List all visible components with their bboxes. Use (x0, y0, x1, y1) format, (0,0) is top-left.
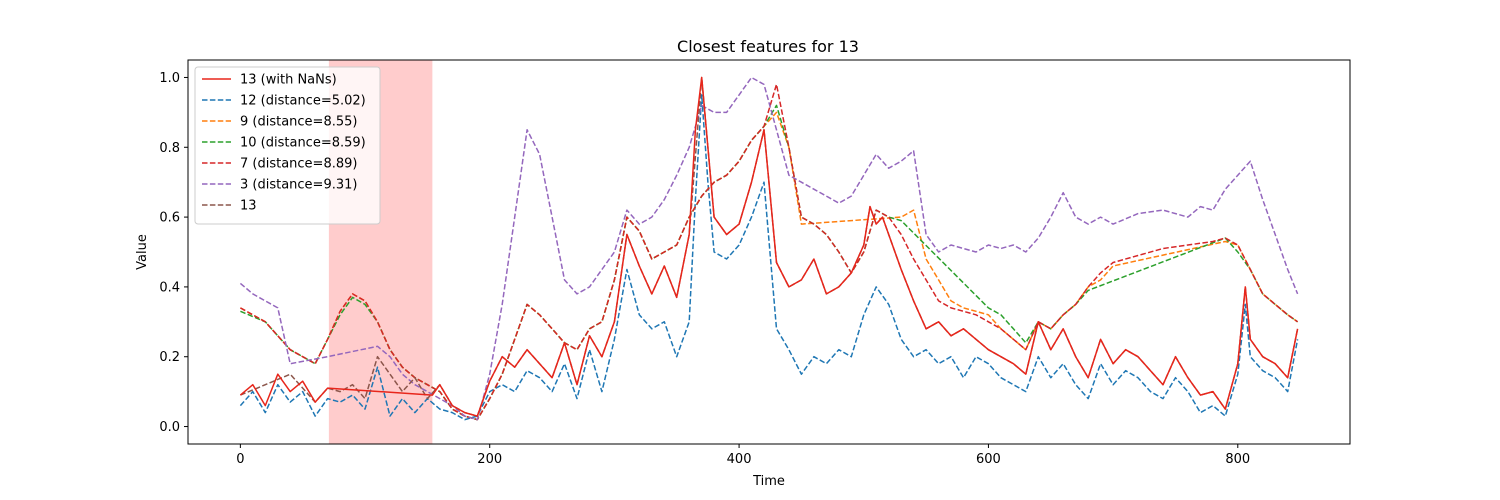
series-line-0 (239, 76, 1299, 417)
y-tick-label: 0.2 (159, 350, 180, 365)
legend: 13 (with NaNs) 12 (distance=5.02) 9 (dista… (194, 66, 381, 225)
plot-frame (187, 59, 1351, 445)
y-tick-label: 0.0 (159, 420, 180, 435)
x-axis: 0 200 400 600 800 (236, 444, 1250, 467)
series-line-5 (239, 76, 1299, 421)
y-tick-label: 0.4 (159, 280, 180, 295)
x-tick-label: 0 (236, 452, 244, 467)
y-tick-label: 0.6 (159, 211, 180, 226)
x-tick-label: 400 (727, 452, 752, 467)
legend-label: 12 (distance=5.02) (240, 94, 366, 109)
y-tick-label: 1.0 (159, 71, 180, 86)
legend-label: 9 (distance=8.55) (240, 115, 357, 130)
chart-title: Closest features for 13 (677, 37, 859, 56)
legend-label: 13 (240, 199, 257, 214)
legend-label: 7 (distance=8.89) (240, 157, 357, 172)
x-tick-label: 800 (1225, 452, 1250, 467)
legend-box (194, 66, 381, 225)
x-axis-label: Time (752, 474, 785, 489)
x-tick-label: 200 (477, 452, 502, 467)
legend-label: 13 (with NaNs) (240, 73, 337, 88)
y-tick-label: 0.8 (159, 141, 180, 156)
legend-label: 10 (distance=8.59) (240, 136, 366, 151)
plot-area (239, 60, 1299, 444)
x-tick-label: 600 (976, 452, 1001, 467)
y-axis-label: Value (135, 234, 150, 270)
legend-label: 3 (distance=9.31) (240, 178, 357, 193)
series-line-1 (239, 94, 1299, 421)
series-line-4 (240, 83, 1299, 421)
y-axis: 0.0 0.2 0.4 0.6 0.8 1.0 (159, 71, 188, 435)
